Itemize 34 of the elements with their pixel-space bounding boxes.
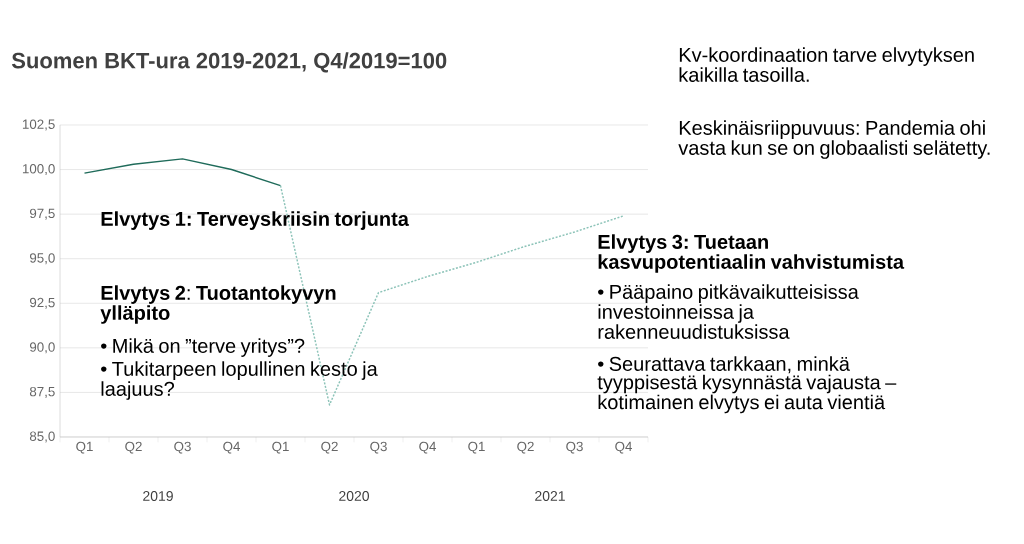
- y-tick-label: 95,0: [29, 253, 55, 265]
- x-tick-label: Q4: [223, 441, 241, 454]
- annotation: • Tukitarpeen lopullinen kesto ja laajuus?: [101, 361, 378, 400]
- y-tick-label: 87,5: [29, 386, 55, 398]
- text: Kv-koordinaation tarve elvytyksen kaikilla tasoilla.: [679, 47, 974, 82]
- y-tick-label: 100,0: [22, 164, 55, 176]
- text: Elvytys 2: Tuotantokyvyn ylläpito: [100, 285, 336, 324]
- chart-title: Suomen BKT-ura 2019-2021, Q4/2019=100: [11, 52, 447, 73]
- x-tick-label: Q3: [174, 441, 191, 454]
- x-tick-label: Q1: [272, 441, 289, 454]
- x-tick-label: Q3: [566, 441, 583, 454]
- line-series: [83, 158, 282, 187]
- annotation: • Seurattava tarkkaan, minkä tyyppisestä kysynnästä vajausta – kotimainen elvytys ei auta vientiä: [597, 356, 897, 414]
- x-tick-label: Q1: [76, 441, 93, 454]
- annotation: • Mikä on ”terve yritys”?: [101, 338, 305, 357]
- y-tick-label: 92,5: [29, 297, 55, 309]
- y-tick-label: 85,0: [29, 431, 55, 443]
- text: 2021: [535, 491, 565, 501]
- x-tick-label: Q3: [370, 441, 387, 454]
- y-tick-label: 97,5: [29, 208, 55, 220]
- x-tick-label: Q2: [125, 441, 142, 454]
- y-tick-label: 102,5: [22, 119, 55, 131]
- x-tick-label: Q4: [615, 441, 633, 454]
- text: 2019: [143, 491, 173, 501]
- text: Keskinäisriippuvuus: Pandemia ohi vasta kun se on globaalisti selätetty.: [678, 120, 990, 159]
- x-tick-label: Q2: [321, 441, 338, 454]
- annotation: Elvytys 3: Tuetaan kasvupotentiaalin vahvistumista: [598, 234, 905, 273]
- annotation: • Pääpaino pitkävaikutteisissa investoinneissa ja rakenneuudistuksissa: [598, 284, 859, 339]
- x-tick-label: Q4: [419, 441, 437, 454]
- text: 2020: [339, 491, 370, 501]
- y-tick-label: 90,0: [29, 342, 55, 354]
- x-tick-label: Q2: [517, 441, 534, 454]
- x-tick-label: Q1: [468, 441, 485, 454]
- annotation: Elvytys 1: Terveyskriisin torjunta: [101, 211, 410, 230]
